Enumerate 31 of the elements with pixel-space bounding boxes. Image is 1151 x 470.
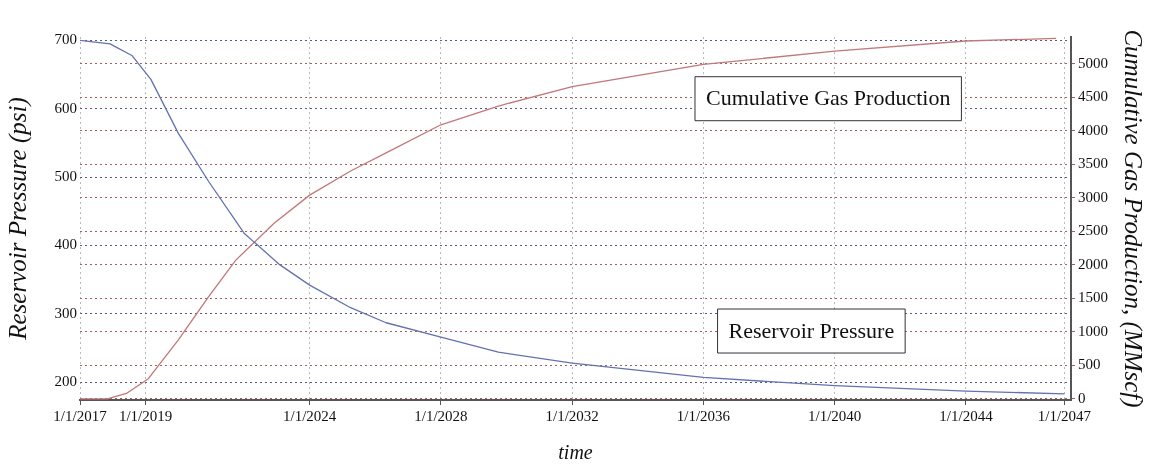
x-tick-label: 1/1/2032 (545, 407, 599, 424)
y-axis-title: Reservoir Pressure (psi) (3, 97, 32, 341)
y2-tick-label: 2000 (1078, 255, 1108, 272)
y-tick-label: 600 (54, 99, 77, 116)
x-tick-label: 1/1/2024 (282, 407, 337, 424)
x-tick-label: 1/1/2047 (1037, 407, 1092, 424)
y-tick-label: 200 (54, 373, 77, 390)
x-tick-label: 1/1/2028 (414, 407, 468, 424)
x-tick-label: 1/1/2044 (939, 407, 994, 424)
x-tick-label: 1/1/2036 (676, 407, 731, 424)
y2-tick-label: 4000 (1078, 121, 1108, 138)
x-tick-label: 1/1/2019 (118, 407, 173, 424)
y2-tick-label: 4500 (1078, 88, 1108, 105)
y-tick-label: 400 (54, 236, 77, 253)
y2-tick-label: 1500 (1078, 289, 1108, 306)
y2-tick-label: 3000 (1078, 188, 1108, 205)
x-axis-title: time (558, 441, 593, 464)
series-label: Reservoir Pressure (728, 317, 895, 343)
y-tick-label: 300 (54, 304, 77, 321)
x-tick-label: 1/1/2017 (53, 407, 108, 424)
y2-tick-label: 1000 (1078, 322, 1108, 339)
y-tick-label: 500 (54, 168, 77, 185)
y2-axis-title: Cumulative Gas Production, (MMscf) (1119, 29, 1148, 408)
y2-tick-label: 3500 (1078, 155, 1108, 172)
y2-tick-label: 5000 (1078, 54, 1108, 71)
y2-tick-label: 0 (1078, 389, 1086, 406)
x-tick-label: 1/1/2040 (808, 407, 862, 424)
y2-tick-label: 500 (1078, 356, 1101, 373)
y2-tick-label: 2500 (1078, 222, 1108, 239)
series-label: Cumulative Gas Production (705, 85, 951, 111)
y-tick-label: 700 (54, 31, 77, 48)
